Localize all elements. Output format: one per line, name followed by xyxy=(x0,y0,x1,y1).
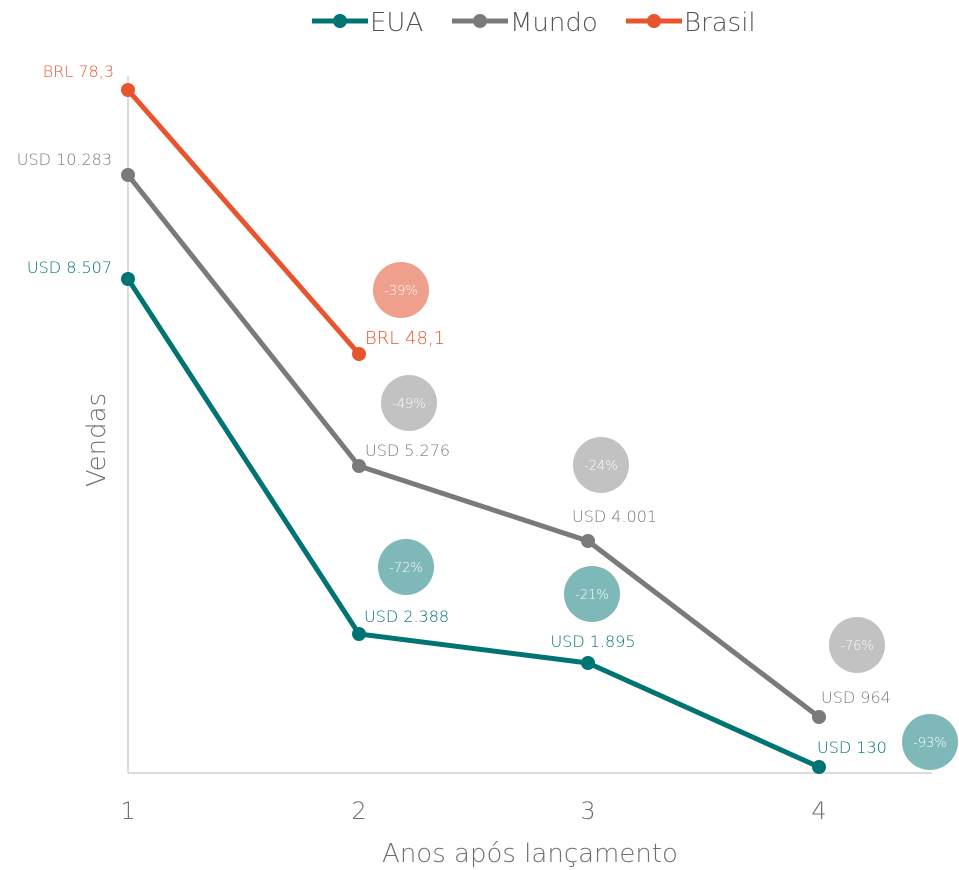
change-bubble: -24% xyxy=(573,437,629,493)
data-label: BRL 78,3 xyxy=(43,62,114,81)
legend-item-eua: EUA xyxy=(312,8,423,38)
x-tick-label-3: 3 xyxy=(580,797,595,825)
data-point xyxy=(352,459,366,473)
data-point xyxy=(121,272,135,286)
data-label: USD 1.895 xyxy=(550,632,635,651)
legend: EUA Mundo Brasil xyxy=(312,8,756,38)
change-label: -76% xyxy=(840,639,874,654)
x-tick-label-4: 4 xyxy=(811,797,826,825)
change-label: -72% xyxy=(389,561,423,576)
data-point xyxy=(812,760,826,774)
change-label: -21% xyxy=(575,588,609,603)
change-label: -93% xyxy=(913,736,947,751)
series-brasil: -39% BRL 78,3 BRL 48,1 xyxy=(43,62,445,361)
data-point xyxy=(352,347,366,361)
legend-label-brasil: Brasil xyxy=(684,8,756,38)
x-tick-label-2: 2 xyxy=(351,797,366,825)
data-point xyxy=(121,83,135,97)
data-point xyxy=(352,627,366,641)
change-bubble: -39% xyxy=(373,262,429,318)
data-point xyxy=(812,710,826,724)
x-axis-label: Anos após lançamento xyxy=(382,839,678,869)
data-label: BRL 48,1 xyxy=(365,328,445,349)
change-bubble: -93% xyxy=(902,714,958,770)
legend-item-mundo: Mundo xyxy=(452,8,598,38)
legend-label-eua: EUA xyxy=(370,8,423,38)
legend-label-mundo: Mundo xyxy=(510,8,598,38)
change-bubble: -21% xyxy=(564,566,620,622)
change-label: -49% xyxy=(392,397,426,412)
series-eua: -72% -21% -93% USD 8.507 USD 2.388 USD 1.895 U… xyxy=(27,258,958,774)
data-label: USD 4.001 xyxy=(572,507,657,526)
legend-item-brasil: Brasil xyxy=(626,8,756,38)
change-bubble: -49% xyxy=(381,375,437,431)
y-axis-label: Vendas xyxy=(82,393,112,487)
series-line-mundo xyxy=(125,172,822,720)
x-ticks: 1 2 3 4 xyxy=(120,797,826,825)
series-line-brasil xyxy=(125,87,362,357)
series-line-eua xyxy=(125,276,822,770)
data-label: USD 10.283 xyxy=(17,150,112,169)
x-tick-label-1: 1 xyxy=(120,797,135,825)
data-label: USD 8.507 xyxy=(27,258,112,277)
series: -49% -24% -76% USD 10.283 USD 5.276 USD 4.001… xyxy=(17,62,958,774)
data-point xyxy=(581,656,595,670)
data-label: USD 2.388 xyxy=(364,607,449,626)
data-label: USD 130 xyxy=(817,738,887,757)
change-label: -24% xyxy=(584,459,618,474)
data-label: USD 5.276 xyxy=(365,441,450,460)
data-point xyxy=(581,534,595,548)
data-point xyxy=(121,168,135,182)
change-label: -39% xyxy=(384,284,418,299)
data-label: USD 964 xyxy=(821,688,891,707)
change-bubble: -72% xyxy=(378,539,434,595)
change-bubble: -76% xyxy=(829,617,885,673)
series-mundo: -49% -24% -76% USD 10.283 USD 5.276 USD 4.001… xyxy=(17,150,891,724)
